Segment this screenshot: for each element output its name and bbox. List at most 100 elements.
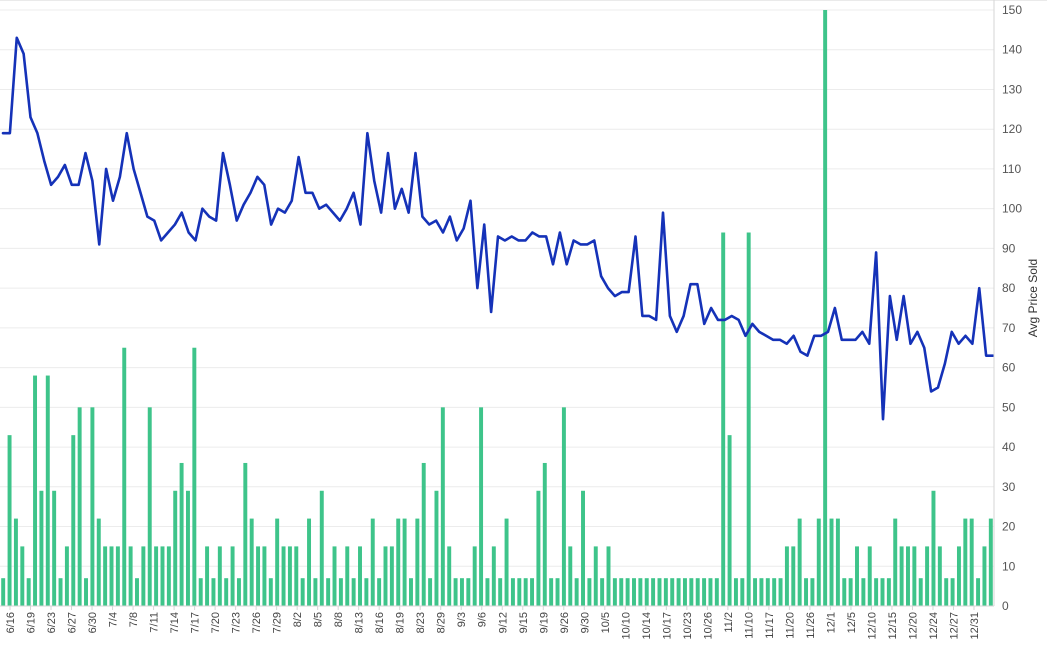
line-point — [194, 239, 197, 242]
bar — [402, 518, 407, 606]
line-point — [455, 239, 458, 242]
line-point — [572, 239, 575, 242]
bar — [281, 546, 286, 606]
bar — [319, 490, 324, 606]
bar — [434, 490, 439, 606]
y-tick-label: 90 — [1002, 241, 1016, 255]
bar — [835, 518, 840, 606]
bar — [109, 546, 114, 606]
line-point — [380, 211, 382, 214]
bar — [205, 546, 210, 606]
line-point — [160, 239, 162, 242]
bar — [593, 546, 598, 606]
bar — [784, 546, 789, 606]
x-tick-label: 7/29 — [272, 612, 284, 633]
bar — [71, 435, 76, 606]
line-point — [414, 152, 417, 154]
line-point — [847, 338, 850, 341]
bar — [606, 546, 611, 606]
bar — [173, 490, 178, 606]
line-point — [435, 219, 437, 222]
bar — [899, 546, 904, 606]
line-point — [868, 342, 871, 345]
line-point — [545, 235, 547, 238]
line-point — [510, 235, 513, 238]
line-point — [208, 215, 211, 218]
line-point — [167, 231, 169, 234]
grid — [0, 9, 994, 567]
bar — [440, 407, 445, 606]
bar — [581, 490, 585, 606]
bar — [77, 407, 82, 606]
x-tick-label: 8/19 — [395, 612, 407, 633]
line-point — [469, 199, 472, 202]
y-tick-label: 10 — [1002, 559, 1016, 573]
line-point — [655, 319, 657, 321]
bar — [778, 578, 783, 606]
x-tick-label: 7/26 — [251, 612, 263, 633]
line-point — [215, 219, 217, 222]
line-point — [703, 323, 706, 325]
bar — [491, 546, 496, 606]
line-point — [57, 176, 59, 178]
bar — [447, 546, 452, 606]
line-point — [944, 362, 946, 365]
bar — [39, 490, 44, 606]
line-point — [751, 323, 754, 325]
line-point — [758, 331, 761, 333]
line-point — [125, 132, 128, 134]
x-tick-label: 9/12 — [497, 612, 509, 633]
x-tick-label: 9/15 — [518, 612, 530, 633]
bar — [523, 578, 528, 606]
x-tick-label: 9/6 — [477, 612, 489, 627]
bar — [294, 546, 299, 606]
bar — [166, 546, 171, 606]
y-tick-label: 70 — [1002, 321, 1016, 335]
line-point — [50, 184, 52, 186]
bar — [988, 518, 993, 606]
line-point — [627, 291, 630, 293]
bar — [7, 435, 12, 606]
bar — [644, 578, 649, 606]
bar — [211, 578, 216, 606]
line-point — [483, 223, 486, 226]
bar — [561, 407, 566, 606]
y-tick-label: 60 — [1002, 361, 1016, 375]
bar — [84, 578, 88, 606]
bar — [555, 578, 560, 606]
bar — [517, 578, 522, 606]
bar — [982, 546, 987, 606]
bar — [625, 578, 630, 606]
line-point — [620, 291, 623, 293]
bar — [300, 578, 305, 606]
x-tick-label: 8/29 — [436, 612, 448, 633]
bar — [185, 490, 190, 606]
line-point — [325, 203, 327, 206]
bar — [663, 578, 668, 606]
line-point — [442, 231, 444, 234]
bar — [345, 546, 350, 606]
line-point — [270, 223, 272, 226]
x-tick-label: 12/15 — [887, 612, 899, 640]
line-point — [36, 132, 39, 134]
line-point — [373, 180, 376, 182]
bar — [332, 546, 337, 606]
x-tick-label: 7/8 — [128, 612, 140, 627]
line-point — [682, 315, 685, 317]
line-point — [77, 184, 80, 186]
line-point — [875, 251, 877, 254]
bar — [937, 546, 942, 606]
bar — [676, 578, 681, 606]
bar — [217, 546, 222, 606]
x-tick-label: 12/31 — [969, 612, 981, 640]
bar — [313, 578, 318, 606]
line-point — [730, 315, 733, 317]
bar — [122, 347, 127, 606]
line-point — [889, 295, 891, 297]
x-tick-label: 7/20 — [210, 612, 222, 633]
line-point — [648, 315, 651, 317]
bar — [160, 546, 165, 606]
line-point — [806, 354, 809, 357]
line-point — [854, 338, 857, 341]
